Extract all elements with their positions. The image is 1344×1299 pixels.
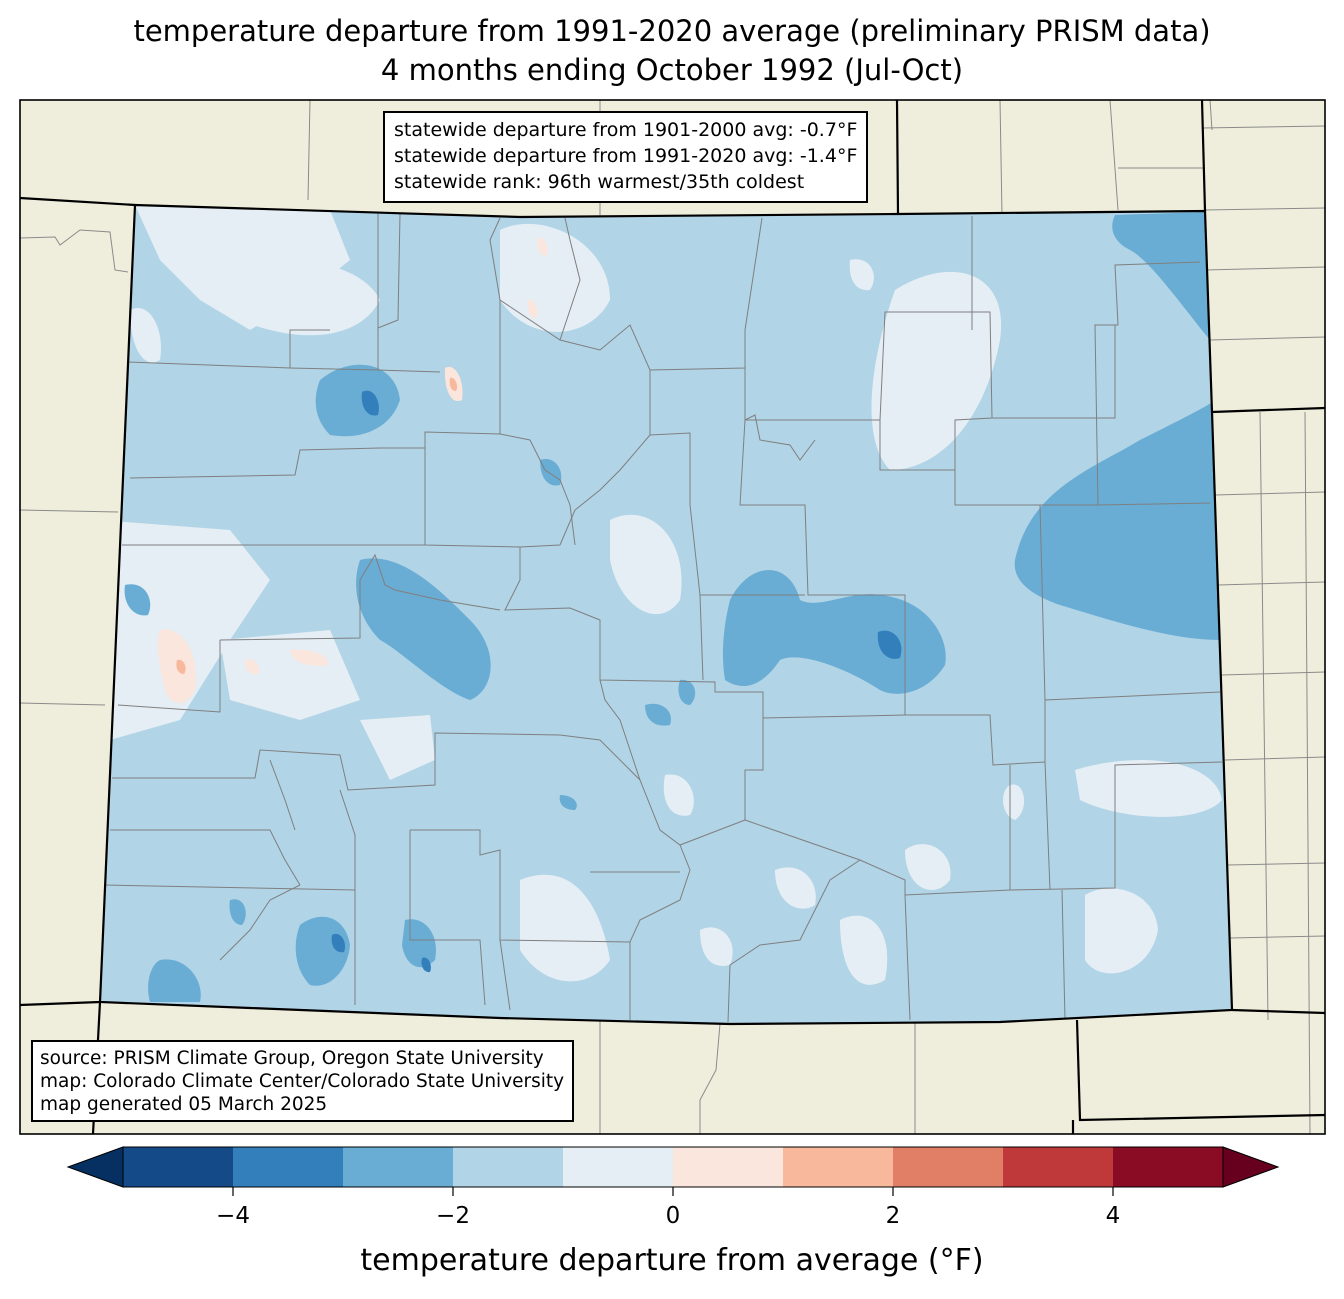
source-box: source: PRISM Climate Group, Oregon Stat… — [31, 1040, 575, 1122]
map-title-line-2: 4 months ending October 1992 (Jul-Oct) — [380, 53, 964, 87]
colorbar-swatch-8 — [893, 1147, 1003, 1187]
colorbar-swatch-3 — [343, 1147, 453, 1187]
state-boundaries — [19, 99, 1326, 1135]
colorbar — [66, 1146, 1280, 1196]
colorbar-swatch-5 — [563, 1147, 673, 1187]
colorado-county-lines — [104, 212, 1223, 1023]
map-title-line-1: temperature departure from 1991-2020 ave… — [133, 14, 1211, 48]
colorbar-swatch-1 — [123, 1147, 233, 1187]
colorbar-ticks — [232, 1187, 1114, 1196]
colorbar-tick-label: −2 — [436, 1203, 470, 1229]
colorbar-swatch-6 — [673, 1147, 783, 1187]
colorbar-axis-label: temperature departure from average (°F) — [360, 1243, 984, 1278]
colorbar-swatch-7 — [783, 1147, 893, 1187]
colorbar-swatch-4 — [453, 1147, 563, 1187]
stat-departure-1991-2020: statewide departure from 1991-2020 avg: … — [394, 145, 858, 167]
map-credit: map: Colorado Climate Center/Colorado St… — [40, 1071, 565, 1092]
colorbar-low-extension — [66, 1146, 124, 1188]
colorbar-tick-label: −4 — [216, 1203, 250, 1229]
colorbar-tick-label: 4 — [1105, 1203, 1121, 1229]
colorbar-high-extension — [1222, 1146, 1280, 1188]
statewide-stats-box: statewide departure from 1901-2000 avg: … — [383, 111, 869, 203]
colorbar-swatch-9 — [1003, 1147, 1113, 1187]
source-credit: source: PRISM Climate Group, Oregon Stat… — [40, 1048, 544, 1069]
colorbar-swatch-10 — [1113, 1147, 1223, 1187]
map-generated-date: map generated 05 March 2025 — [40, 1094, 328, 1115]
stat-rank: statewide rank: 96th warmest/35th coldes… — [394, 171, 805, 193]
stat-departure-1901-2000: statewide departure from 1901-2000 avg: … — [394, 119, 858, 141]
colorbar-tick-label: 2 — [885, 1203, 901, 1229]
colorado-anomaly-field — [100, 205, 1232, 1024]
map-frame — [19, 99, 1326, 1135]
colorbar-swatch-2 — [233, 1147, 343, 1187]
colorbar-tick-label: 0 — [665, 1203, 681, 1229]
neighbor-county-lines — [20, 100, 1325, 1134]
